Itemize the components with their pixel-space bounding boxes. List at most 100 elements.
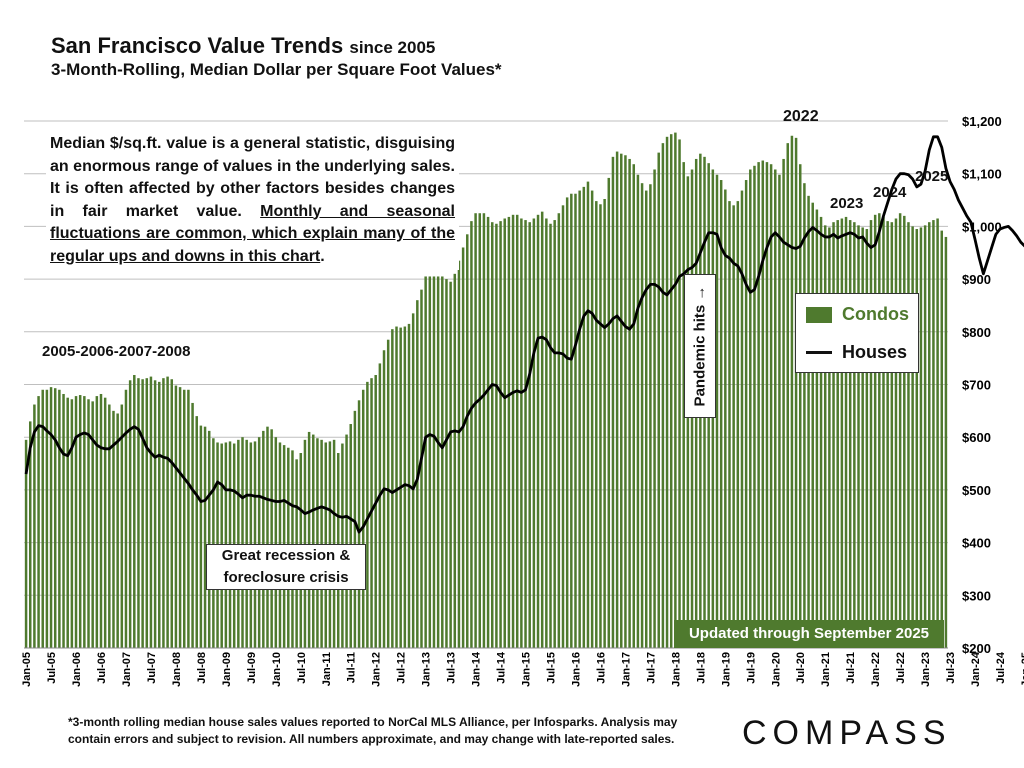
y-tick-label: $600: [962, 430, 991, 445]
condo-bar: [915, 229, 919, 648]
condo-bar: [640, 183, 644, 648]
condo-bar: [936, 218, 939, 648]
condo-bar: [611, 156, 615, 648]
condo-bar: [515, 214, 519, 648]
condo-bar: [632, 164, 636, 649]
condo-bar: [270, 429, 273, 648]
condo-bar: [803, 183, 806, 648]
y-tick-label: $300: [962, 588, 991, 603]
condo-bar: [574, 193, 577, 648]
condo-bar: [28, 421, 32, 648]
x-tick-label: Jul-19: [745, 652, 757, 684]
condo-bar: [919, 227, 923, 649]
x-axis-ticks: Jan-05 Jul-05 Jan-06 Jul-06 Jan-07 Jul-07 Jan-…: [21, 647, 1024, 687]
x-tick-label: Jul-14: [496, 651, 508, 684]
x-tick-label: Jul-05: [46, 652, 58, 684]
condo-bar: [557, 213, 561, 648]
condo-bar: [191, 402, 194, 648]
condo-bar: [774, 169, 777, 648]
condo-bar: [53, 388, 57, 648]
condo-bar: [669, 134, 673, 649]
condo-bar: [798, 164, 802, 649]
condo-bar: [620, 153, 623, 648]
pandemic-label-box: Pandemic hits →: [684, 274, 716, 418]
legend-item-houses: Houses: [806, 342, 907, 363]
condo-bar: [911, 226, 914, 648]
condo-bar: [62, 393, 65, 648]
condo-bar: [103, 397, 107, 648]
condo-bar: [507, 216, 511, 648]
y-tick-label: $800: [962, 325, 991, 340]
condo-bar: [903, 215, 906, 649]
x-tick-label: Jan-25: [1020, 652, 1024, 687]
condo-bar: [478, 213, 482, 648]
condo-bar: [95, 396, 99, 648]
condo-bar: [761, 160, 765, 648]
condo-bar: [740, 190, 744, 648]
condo-bar: [545, 218, 548, 648]
condo-bar: [865, 229, 869, 648]
condo-bar: [187, 389, 190, 648]
condo-bar: [120, 404, 124, 648]
condo-bar: [445, 279, 448, 648]
footnote: *3-month rolling median house sales valu…: [68, 715, 678, 746]
y-tick-label: $500: [962, 483, 991, 498]
chart-title-main: San Francisco Value Trends: [51, 33, 344, 58]
condo-bar: [499, 221, 502, 648]
condo-bar: [786, 143, 790, 648]
condo-bar: [815, 209, 819, 648]
condo-bar: [636, 174, 640, 648]
y-tick-label: $1,100: [962, 167, 1002, 182]
condo-bar: [307, 431, 311, 648]
condo-bar: [266, 426, 269, 648]
x-tick-label: Jan-10: [271, 652, 283, 687]
x-tick-label: Jan-14: [471, 651, 483, 687]
condo-bar: [482, 213, 486, 648]
condo-bar: [170, 379, 174, 648]
condo-bar: [794, 137, 798, 648]
condo-bar: [832, 222, 835, 648]
condo-bar: [540, 211, 544, 649]
condo-bar: [724, 189, 727, 648]
condo-bar: [490, 222, 494, 648]
condo-bar: [907, 222, 910, 648]
condo-bar: [599, 204, 602, 649]
x-tick-label: Jan-08: [171, 652, 183, 687]
condo-bar: [857, 225, 860, 648]
condo-bar: [736, 201, 740, 648]
condo-bar: [811, 202, 814, 648]
condo-bar: [99, 393, 103, 648]
condo-bar: [303, 439, 307, 648]
label-2022: 2022: [783, 108, 819, 125]
condo-bar: [657, 152, 660, 648]
condo-bar: [449, 281, 452, 648]
condo-bar: [436, 276, 440, 648]
x-tick-label: Jan-24: [970, 651, 982, 687]
condo-bar: [653, 169, 656, 648]
condo-bar: [578, 190, 581, 648]
condo-bar: [470, 221, 473, 648]
note-text: Median $/sq.ft. value is a general stati…: [50, 135, 455, 220]
condo-bar: [674, 132, 677, 648]
legend-label-condos: Condos: [842, 304, 909, 324]
condo-bar: [153, 380, 157, 648]
condo-bar: [536, 214, 540, 648]
x-tick-label: Jul-10: [296, 652, 308, 684]
x-tick-label: Jul-18: [695, 652, 707, 684]
condo-bar: [732, 205, 735, 648]
condo-bar: [565, 197, 569, 649]
recession-label-line1: Great recession &: [221, 547, 351, 564]
x-tick-label: Jul-08: [196, 652, 208, 684]
condo-bar: [878, 213, 881, 648]
condo-bar: [78, 395, 82, 648]
condo-bar: [312, 434, 315, 648]
condo-bar: [361, 389, 365, 648]
condo-bar: [886, 221, 889, 648]
condo-bar: [207, 430, 211, 648]
condo-bar: [41, 389, 44, 648]
condo-bar: [149, 376, 153, 648]
x-tick-label: Jan-06: [71, 652, 83, 687]
condo-bar: [765, 162, 769, 648]
condo-bar: [24, 439, 28, 648]
condo-bar: [166, 376, 169, 648]
